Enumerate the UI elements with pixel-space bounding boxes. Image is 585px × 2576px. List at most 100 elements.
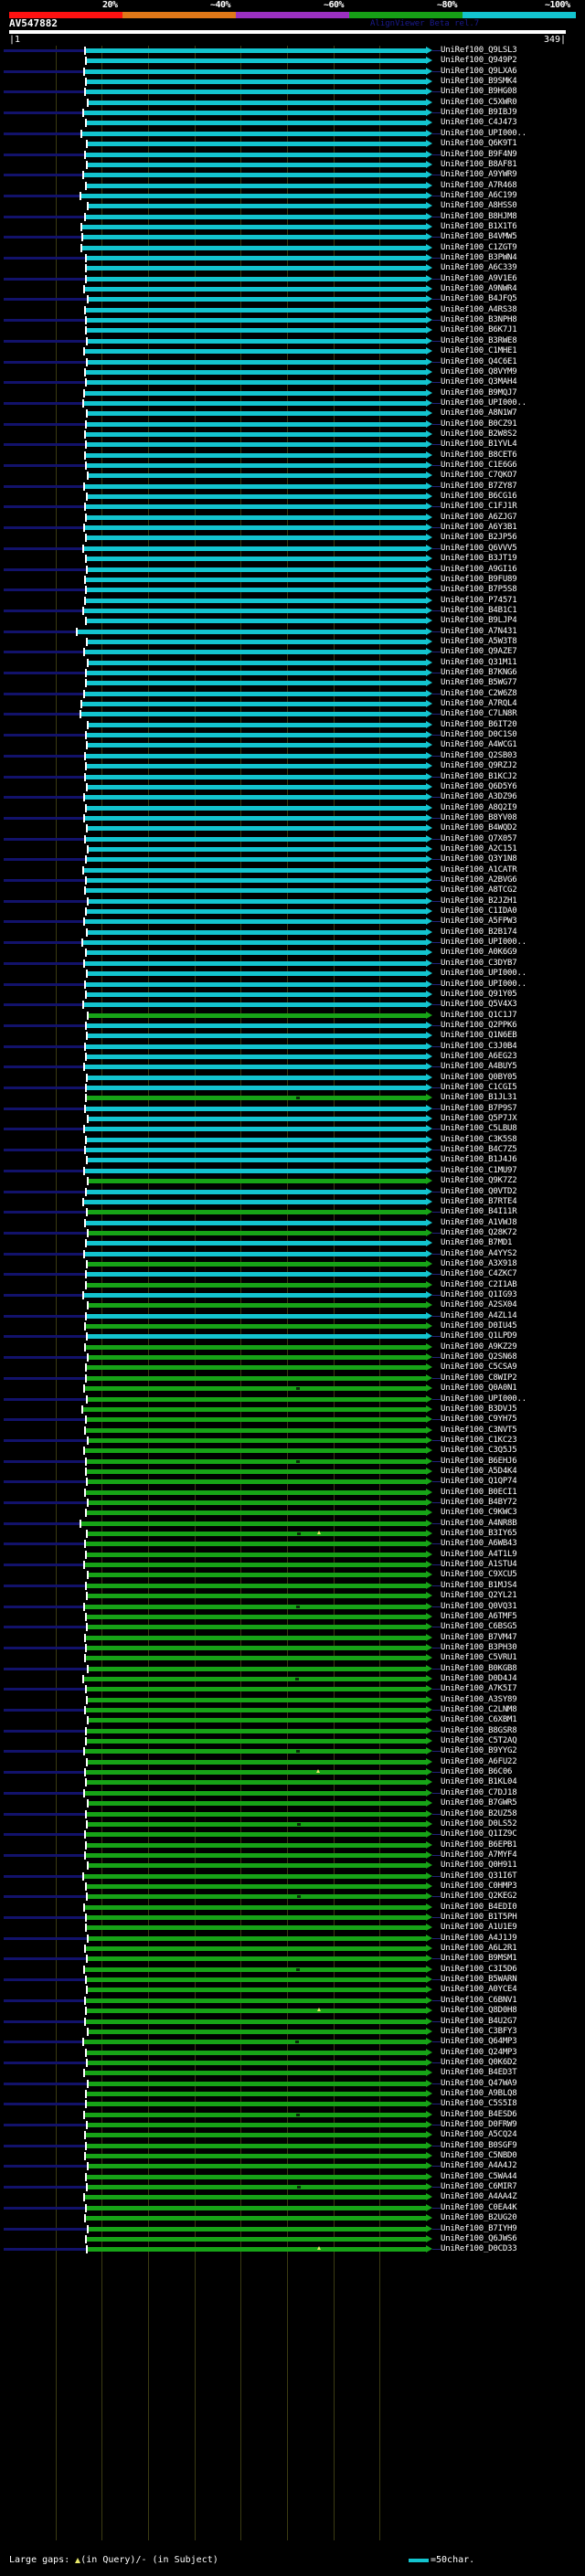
hit-label[interactable]: UniRef100_B5WARN bbox=[441, 1975, 517, 1984]
hit-label[interactable]: UniRef100_Q5P7JX bbox=[441, 1114, 517, 1123]
hit-label[interactable]: UniRef100_D0IU45 bbox=[441, 1321, 517, 1330]
alignment-row[interactable]: UniRef100_A3X918 bbox=[0, 1259, 585, 1269]
hit-label[interactable]: UniRef100_A6C339 bbox=[441, 263, 517, 272]
alignment-row[interactable]: UniRef100_Q64MP3 bbox=[0, 2037, 585, 2047]
alignment-row[interactable]: UniRef100_B8AF81 bbox=[0, 160, 585, 170]
hit-label[interactable]: UniRef100_A0K6G9 bbox=[441, 948, 517, 957]
hit-label[interactable]: UniRef100_B7IYH9 bbox=[441, 2224, 517, 2233]
hit-label[interactable]: UniRef100_Q2SN68 bbox=[441, 1352, 517, 1362]
hsp-bar[interactable] bbox=[87, 1812, 426, 1817]
hsp-bar[interactable] bbox=[85, 650, 426, 654]
hit-label[interactable]: UniRef100_Q0K6D2 bbox=[441, 2058, 517, 2067]
hsp-bar[interactable] bbox=[83, 940, 426, 945]
alignment-row[interactable]: UniRef100_B6C06 bbox=[0, 1767, 585, 1777]
alignment-row[interactable]: UniRef100_C9XCU5 bbox=[0, 1570, 585, 1580]
hit-label[interactable]: UniRef100_A7K5I7 bbox=[441, 1684, 517, 1693]
hsp-bar[interactable] bbox=[84, 1293, 426, 1298]
alignment-row[interactable]: UniRef100_Q0H911 bbox=[0, 1860, 585, 1871]
hit-label[interactable]: UniRef100_C6XBM1 bbox=[441, 1715, 517, 1724]
alignment-row[interactable]: UniRef100_Q6JWS6 bbox=[0, 2234, 585, 2244]
hsp-bar[interactable] bbox=[85, 1169, 426, 1173]
hsp-bar[interactable] bbox=[88, 1479, 426, 1484]
alignment-row[interactable]: UniRef100_A6C199 bbox=[0, 191, 585, 201]
hsp-bar[interactable] bbox=[86, 504, 426, 509]
alignment-row[interactable]: UniRef100_Q9RZJ2 bbox=[0, 761, 585, 771]
hsp-bar[interactable] bbox=[85, 2071, 426, 2075]
hit-label[interactable]: UniRef100_B2W8S2 bbox=[441, 429, 517, 439]
hsp-bar[interactable] bbox=[86, 578, 426, 582]
hsp-bar[interactable] bbox=[88, 1894, 426, 1899]
hit-label[interactable]: UniRef100_C9XCU5 bbox=[441, 1570, 517, 1579]
hit-label[interactable]: UniRef100_A0YCE4 bbox=[441, 1985, 517, 1994]
hit-label[interactable]: UniRef100_A5D4K4 bbox=[441, 1467, 517, 1476]
hit-label[interactable]: UniRef100_Q9LSL3 bbox=[441, 46, 517, 55]
hsp-bar[interactable] bbox=[83, 235, 426, 239]
alignment-row[interactable]: UniRef100_Q6VVV5 bbox=[0, 544, 585, 554]
hsp-bar[interactable] bbox=[87, 256, 426, 260]
hit-label[interactable]: UniRef100_Q6D5Y6 bbox=[441, 782, 517, 791]
hit-label[interactable]: UniRef100_C6MIR7 bbox=[441, 2182, 517, 2191]
hsp-bar[interactable] bbox=[86, 2133, 426, 2137]
hsp-bar[interactable] bbox=[87, 515, 426, 520]
alignment-row[interactable]: UniRef100_A2C151 bbox=[0, 844, 585, 854]
alignment-row[interactable]: UniRef100_B4ED3T bbox=[0, 2068, 585, 2078]
alignment-row[interactable]: UniRef100_B1JL31 bbox=[0, 1093, 585, 1103]
hit-label[interactable]: UniRef100_B9FU89 bbox=[441, 575, 517, 584]
hit-label[interactable]: UniRef100_A4T1L9 bbox=[441, 1550, 517, 1559]
alignment-row[interactable]: UniRef100_A9V1E6 bbox=[0, 274, 585, 284]
alignment-row[interactable]: UniRef100_Q9LXA6 bbox=[0, 67, 585, 77]
alignment-row[interactable]: UniRef100_A9GI16 bbox=[0, 565, 585, 575]
hit-label[interactable]: UniRef100_C1MHE1 bbox=[441, 346, 517, 355]
hsp-bar[interactable] bbox=[85, 1563, 426, 1567]
hsp-bar[interactable] bbox=[88, 1760, 426, 1765]
alignment-row[interactable]: UniRef100_C5NBD0 bbox=[0, 2151, 585, 2161]
hsp-bar[interactable] bbox=[86, 1044, 426, 1049]
hsp-bar[interactable] bbox=[87, 857, 426, 862]
alignment-row[interactable]: UniRef100_Q2SB03 bbox=[0, 751, 585, 761]
hit-label[interactable]: UniRef100_C1ZGT9 bbox=[441, 243, 517, 252]
hit-label[interactable]: UniRef100_B4EDI0 bbox=[441, 1903, 517, 1912]
hsp-bar[interactable] bbox=[87, 1511, 426, 1515]
hit-label[interactable]: UniRef100_A4A4J2 bbox=[441, 2161, 517, 2170]
alignment-row[interactable]: UniRef100_B3PWN4 bbox=[0, 253, 585, 263]
alignment-row[interactable]: UniRef100_A7K5I7 bbox=[0, 1684, 585, 1694]
hit-label[interactable]: UniRef100_B4C7Z5 bbox=[441, 1145, 517, 1154]
hsp-bar[interactable] bbox=[83, 1407, 426, 1412]
hsp-bar[interactable] bbox=[85, 287, 426, 292]
hit-label[interactable]: UniRef100_D0LS52 bbox=[441, 1819, 517, 1829]
hit-label[interactable]: UniRef100_A8HSS0 bbox=[441, 201, 517, 210]
hsp-bar[interactable] bbox=[87, 442, 426, 447]
hit-label[interactable]: UniRef100_B0KGB8 bbox=[441, 1664, 517, 1673]
hsp-bar[interactable] bbox=[87, 1780, 426, 1785]
alignment-row[interactable]: UniRef100_Q1IG93 bbox=[0, 1290, 585, 1300]
hsp-bar[interactable] bbox=[87, 1915, 426, 1920]
alignment-row[interactable]: UniRef100_C1FJ1R bbox=[0, 502, 585, 512]
hsp-bar[interactable] bbox=[81, 712, 426, 716]
hit-label[interactable]: UniRef100_A4BUY5 bbox=[441, 1062, 517, 1071]
alignment-row[interactable]: UniRef100_B1KL04 bbox=[0, 1777, 585, 1787]
hit-label[interactable]: UniRef100_Q91Y05 bbox=[441, 990, 517, 999]
hit-label[interactable]: UniRef100_Q949P2 bbox=[441, 56, 517, 65]
alignment-row[interactable]: UniRef100_B7RTE4 bbox=[0, 1197, 585, 1207]
alignment-row[interactable]: UniRef100_Q0VTD2 bbox=[0, 1187, 585, 1197]
alignment-row[interactable]: UniRef100_B1X1T6 bbox=[0, 222, 585, 232]
alignment-row[interactable]: UniRef100_C5WA44 bbox=[0, 2172, 585, 2182]
hsp-bar[interactable] bbox=[87, 1417, 426, 1422]
hit-label[interactable]: UniRef100_C6BSG5 bbox=[441, 1622, 517, 1631]
hit-label[interactable]: UniRef100_A1CATR bbox=[441, 865, 517, 875]
hsp-bar[interactable] bbox=[87, 1096, 426, 1100]
hit-label[interactable]: UniRef100_B4VMW5 bbox=[441, 232, 517, 241]
hit-label[interactable]: UniRef100_B3DVJ5 bbox=[441, 1405, 517, 1414]
hsp-bar[interactable] bbox=[81, 1521, 426, 1526]
alignment-row[interactable]: UniRef100_C1ZGT9 bbox=[0, 243, 585, 253]
alignment-row[interactable]: UniRef100_A3SY89 bbox=[0, 1695, 585, 1705]
alignment-row[interactable]: UniRef100_A6FU22 bbox=[0, 1757, 585, 1767]
hsp-bar[interactable] bbox=[88, 142, 426, 146]
hsp-bar[interactable] bbox=[87, 681, 426, 685]
hit-label[interactable]: UniRef100_Q0A0N1 bbox=[441, 1383, 517, 1393]
hit-label[interactable]: UniRef100_A9V1E6 bbox=[441, 274, 517, 283]
hit-label[interactable]: UniRef100_B7P9S7 bbox=[441, 1104, 517, 1113]
hit-label[interactable]: UniRef100_B1KL04 bbox=[441, 1777, 517, 1786]
hit-label[interactable]: UniRef100_Q6VVV5 bbox=[441, 544, 517, 553]
hsp-bar[interactable] bbox=[89, 1013, 426, 1018]
